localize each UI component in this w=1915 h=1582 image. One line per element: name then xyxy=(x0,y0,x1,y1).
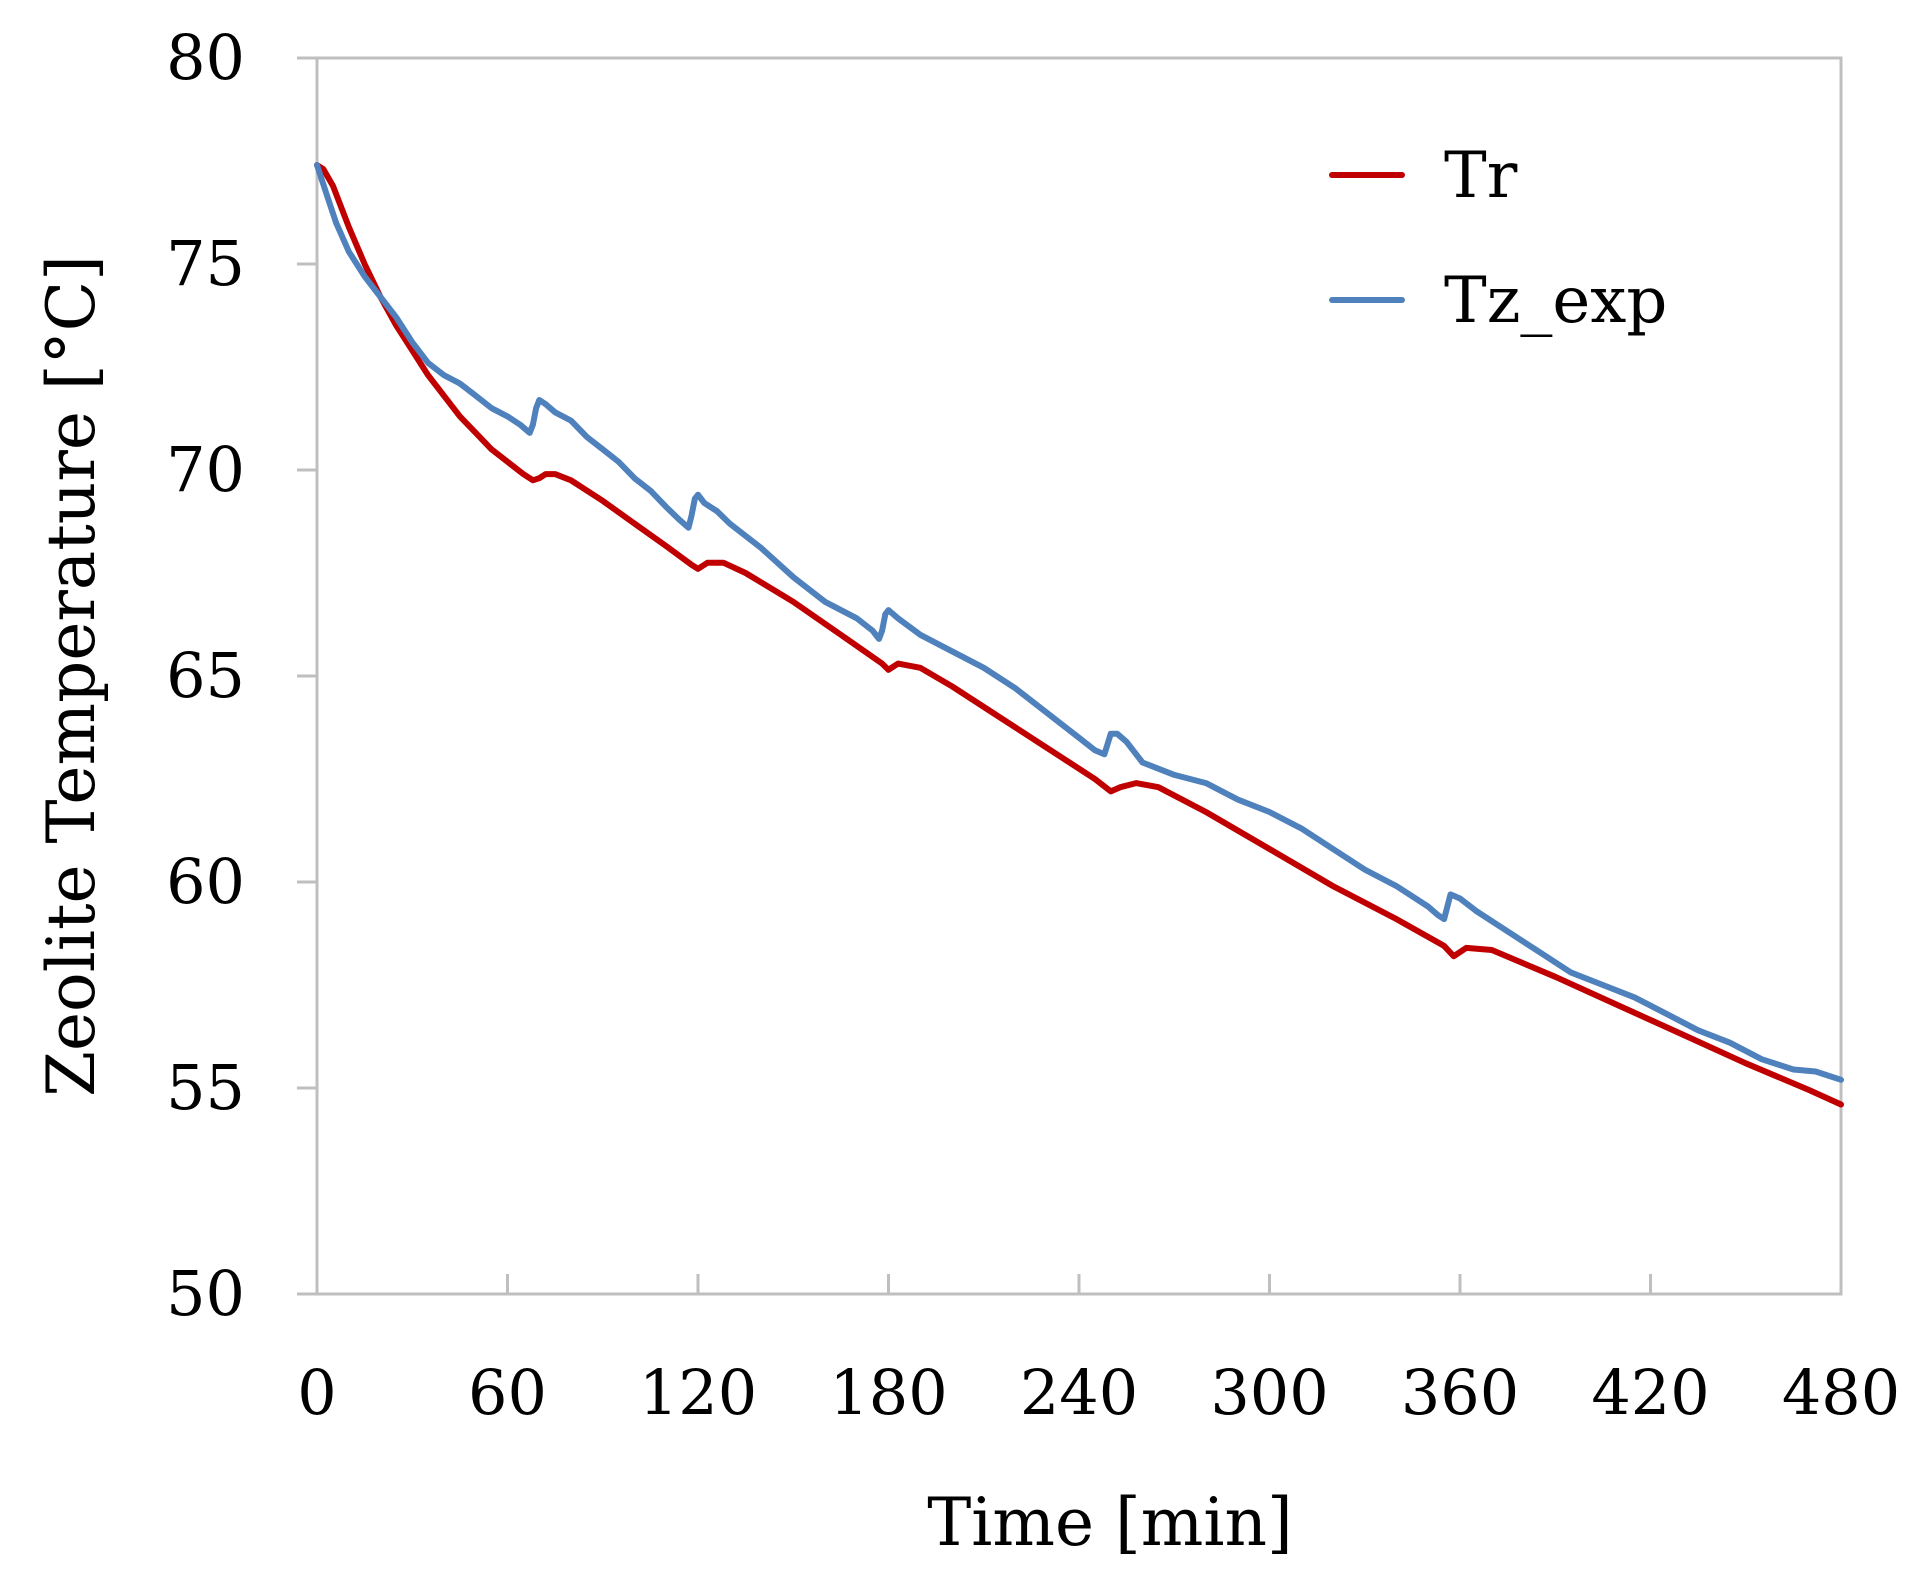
series-lines xyxy=(314,162,1844,1108)
y-tick-label: 60 xyxy=(166,845,245,918)
plot-area-frame xyxy=(315,56,1843,1296)
y-axis-tick-labels: 50 55 60 65 70 75 80 xyxy=(166,21,245,1330)
x-axis-tick-labels: 0 60 120 180 240 300 360 420 480 xyxy=(297,1356,1900,1429)
x-tick-label: 420 xyxy=(1591,1356,1709,1429)
x-tick-label: 300 xyxy=(1210,1356,1328,1429)
x-tick-label: 60 xyxy=(468,1356,547,1429)
y-tick-label: 75 xyxy=(166,227,245,300)
y-tick-label: 50 xyxy=(166,1257,245,1330)
x-tick-label: 0 xyxy=(297,1356,336,1429)
x-axis-title: Time [min] xyxy=(927,1484,1292,1561)
x-tick-label: 240 xyxy=(1020,1356,1138,1429)
y-tick-label: 65 xyxy=(166,639,245,712)
series-line-tz-exp xyxy=(314,162,1844,1083)
x-tick-label: 120 xyxy=(639,1356,757,1429)
legend: Tr Tz_exp xyxy=(1329,139,1667,338)
y-axis-title: Zeolite Temperature [°C] xyxy=(33,255,110,1097)
x-tick-label: 360 xyxy=(1401,1356,1519,1429)
y-tick-label: 55 xyxy=(166,1051,245,1124)
y-tick-label: 70 xyxy=(166,433,245,506)
legend-label-tr: Tr xyxy=(1444,139,1518,213)
legend-label-tz-exp: Tz_exp xyxy=(1444,264,1667,338)
axis-ticks xyxy=(297,56,1843,1296)
x-tick-label: 180 xyxy=(829,1356,947,1429)
y-tick-label: 80 xyxy=(166,21,245,94)
x-tick-label: 480 xyxy=(1782,1356,1900,1429)
series-line-tr xyxy=(314,162,1844,1108)
